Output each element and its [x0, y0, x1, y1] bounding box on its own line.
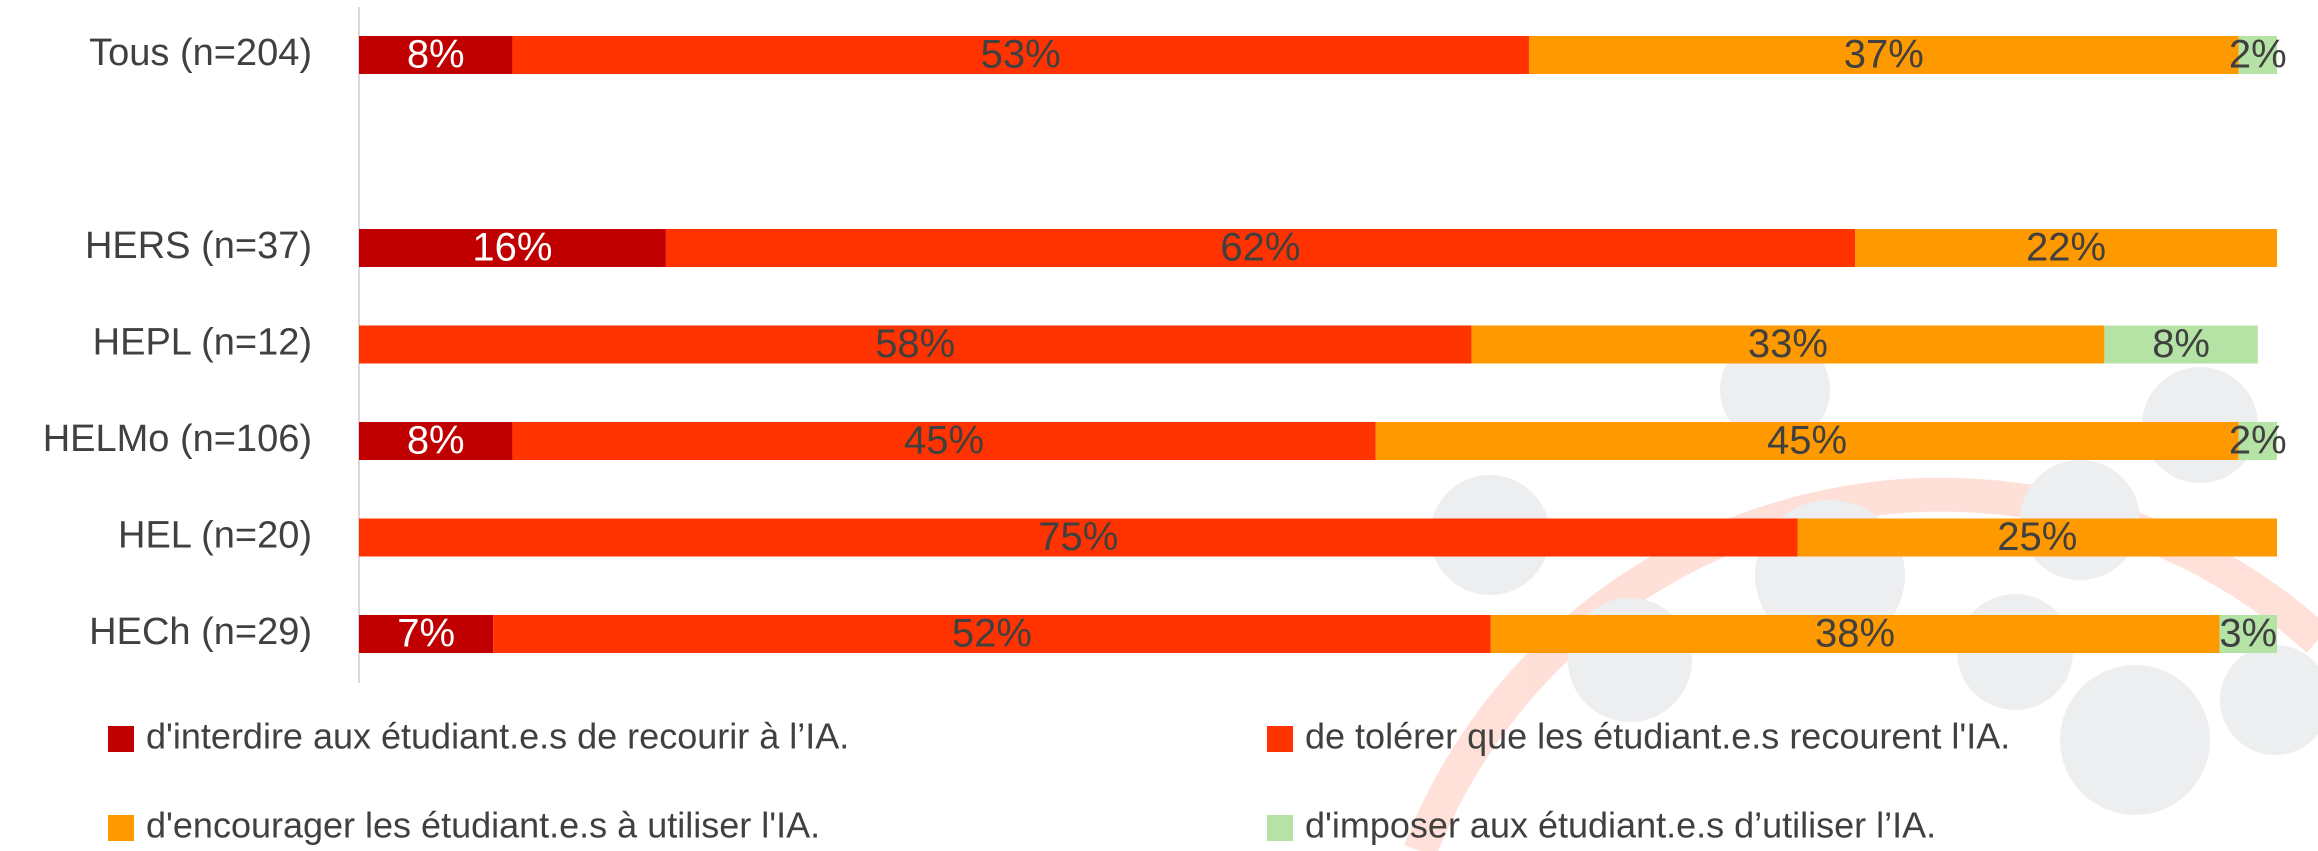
bar-segment [359, 36, 513, 74]
data-label: 45% [1767, 419, 1847, 463]
category-label: HEPL (n=12) [93, 322, 312, 364]
legend-label: d'interdire aux étudiant.e.s de recourir… [146, 716, 849, 757]
bar-segment [1490, 615, 2220, 653]
bar-segment [665, 229, 1856, 267]
data-label: 53% [981, 33, 1061, 77]
data-label: 8% [407, 33, 465, 77]
bar-segment [359, 229, 666, 267]
data-label: 8% [407, 419, 465, 463]
legend-label: d'imposer aux étudiant.e.s d’utiliser l’… [1305, 805, 1936, 846]
data-label: 2% [2229, 33, 2287, 77]
bar-segment [512, 422, 1376, 460]
legend-marker [108, 815, 134, 841]
data-label: 75% [1038, 515, 1118, 559]
bar-segment [2104, 325, 2258, 364]
bar-segment [493, 615, 1491, 653]
legend-label: de tolérer que les étudiant.e.s recouren… [1305, 716, 2010, 757]
category-label: HERS (n=37) [85, 225, 312, 267]
background-decoration [1404, 335, 2318, 851]
legend-marker [1267, 815, 1293, 841]
data-label: 33% [1748, 322, 1828, 366]
bar-segment [1855, 229, 2277, 267]
category-label: HECh (n=29) [89, 611, 312, 653]
data-label: 16% [472, 226, 552, 270]
bar-segment [1797, 518, 2277, 557]
bar-segment [2238, 36, 2277, 74]
data-label: 58% [875, 322, 955, 366]
bar-segment [2219, 615, 2277, 653]
legend-marker [1267, 726, 1293, 752]
bar-segment [359, 518, 1798, 557]
bar-segment [359, 422, 513, 460]
data-label: 8% [2152, 322, 2210, 366]
data-label: 45% [904, 419, 984, 463]
legend-label: d'encourager les étudiant.e.s à utiliser… [146, 805, 820, 846]
data-label: 37% [1844, 33, 1924, 77]
data-label: 52% [952, 612, 1032, 656]
data-label: 62% [1220, 226, 1300, 270]
bar-segment [359, 325, 1472, 364]
data-label: 38% [1815, 612, 1895, 656]
legend-marker [108, 726, 134, 752]
category-label: HEL (n=20) [118, 515, 312, 557]
category-label: Tous (n=204) [89, 32, 312, 74]
data-label: 22% [2026, 226, 2106, 270]
category-label: HELMo (n=106) [43, 418, 312, 460]
bar-segment [1528, 36, 2239, 74]
bar-segment [1375, 422, 2239, 460]
data-label: 2% [2229, 419, 2287, 463]
data-label: 7% [397, 612, 455, 656]
bar-segment [512, 36, 1529, 74]
bar-segment [1471, 325, 2105, 364]
data-label: 3% [2219, 612, 2277, 656]
bar-segment [2238, 422, 2277, 460]
data-label: 25% [1997, 515, 2077, 559]
bar-segment [359, 615, 494, 653]
